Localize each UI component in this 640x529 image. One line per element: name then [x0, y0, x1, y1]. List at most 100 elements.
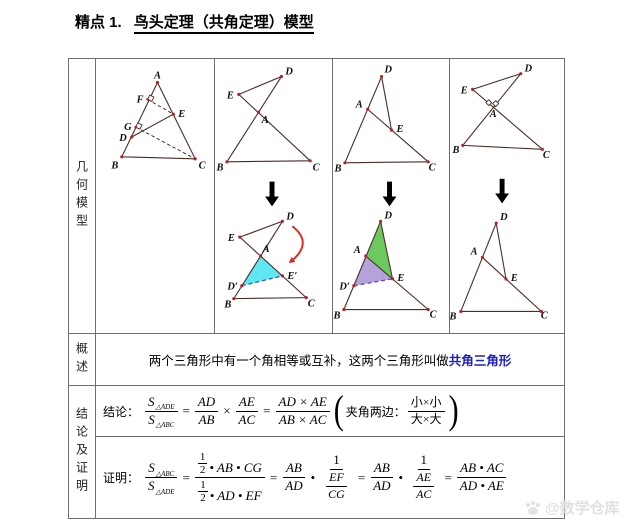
- big-paren-close: ): [448, 388, 459, 433]
- watermark-text: @数学仓库: [545, 500, 620, 517]
- small-times-small: 小×小: [407, 395, 445, 412]
- point-label-E-prime: E′: [286, 271, 297, 282]
- AC: AC: [416, 486, 432, 501]
- AE: AE: [235, 394, 258, 412]
- AB-times-AC: AB × AC: [278, 411, 327, 427]
- equals-sign: =: [269, 469, 278, 485]
- proof-row: 证明： S △ABC S △ADE = 1 2 • AB • CG 1 2 • AD…: [96, 437, 564, 518]
- AB-CG-product: • AB • CG: [209, 460, 262, 476]
- EF: EF: [326, 470, 347, 487]
- point-label-D: D: [499, 212, 508, 223]
- fraction-AE-AC: AE AC: [413, 470, 435, 502]
- AD: AD: [194, 394, 219, 412]
- point-label-B: B: [333, 164, 341, 175]
- equals-sign: =: [182, 403, 190, 418]
- point-label-D: D: [524, 64, 533, 75]
- overview-text-main: 两个三角形中有一个角相等或互补，这两个三角形叫做: [148, 354, 449, 368]
- AD-AE-product: AD • AE: [459, 478, 504, 493]
- subscript-ADE: △ADE: [155, 487, 175, 496]
- paw-icon: [525, 500, 541, 515]
- overview-highlight: 共角三角形: [448, 354, 512, 368]
- fraction-area-ratio: S △ABC S △ADE: [145, 460, 178, 496]
- vertex-dots-bottom: [459, 221, 543, 314]
- point-label-D: D: [384, 210, 393, 221]
- AD: AD: [285, 478, 303, 493]
- point-label-E: E: [396, 273, 404, 284]
- point-label-B: B: [215, 163, 223, 174]
- fraction-AB-AD: AB AD: [282, 460, 305, 494]
- conclusion-row: 结论： S △ADE S △ABC = AD AB × AE AC = AD × A…: [96, 386, 564, 437]
- fraction-note: 小×小 大×大: [407, 395, 445, 427]
- big-times-big: 大×大: [410, 411, 442, 426]
- rotation-arrow-red: [288, 225, 304, 264]
- point-label-C: C: [313, 163, 321, 174]
- vertex-dots-bottom: [342, 219, 430, 312]
- vertex-dots: [461, 72, 544, 151]
- point-label-C: C: [430, 309, 438, 320]
- subscript-ABC: △ABC: [155, 421, 175, 430]
- diagram-cell-1: A B C D E F G: [96, 59, 215, 334]
- point-label-E: E: [460, 85, 468, 96]
- dashed-line-DpEp: [241, 275, 283, 287]
- vertex-dots-bottom: [232, 219, 308, 301]
- AB: AB: [370, 460, 393, 478]
- diagram-4-vertical-angles: D E A B C D A E B: [450, 64, 550, 323]
- two: 2: [200, 492, 206, 505]
- row-label-geometry-model: 几何模型: [69, 59, 96, 334]
- point-label-D: D: [285, 211, 294, 222]
- CG: CG: [328, 486, 345, 501]
- half-fraction: 1 2: [198, 479, 208, 504]
- point-label-F: F: [136, 94, 144, 105]
- AC: AC: [238, 411, 256, 427]
- point-label-A: A: [261, 115, 269, 126]
- fraction-AB-AD: AB AD: [370, 460, 393, 494]
- equals-sign: =: [444, 469, 452, 485]
- S: S: [148, 393, 155, 409]
- half-fraction: 1 2: [197, 451, 208, 476]
- figure-lines: [344, 76, 429, 164]
- point-label-C: C: [199, 161, 207, 172]
- figure-lines-bottom: [460, 222, 542, 313]
- point-label-C: C: [429, 163, 437, 174]
- S: S: [148, 411, 155, 427]
- point-label-B: B: [451, 145, 459, 156]
- point-label-A: A: [262, 244, 270, 255]
- subscript-ADE: △ADE: [155, 403, 175, 412]
- point-label-C: C: [308, 299, 316, 310]
- equals-sign: =: [357, 469, 366, 485]
- AE: AE: [413, 470, 435, 487]
- AD-EF-product: • AD • EF: [209, 488, 262, 504]
- angle-marker-left: [485, 99, 493, 107]
- point-label-B: B: [223, 300, 231, 311]
- subscript-ABC: △ABC: [155, 469, 175, 478]
- shaded-triangle-green: [365, 221, 393, 279]
- times-sign: ×: [223, 403, 231, 418]
- right-angle-marker-G: [135, 122, 143, 130]
- point-label-B: B: [110, 161, 118, 172]
- down-arrow-icon: [382, 181, 397, 207]
- big-paren-open: (: [333, 388, 344, 433]
- AB-AC-product: AB • AC: [457, 460, 507, 478]
- point-label-E: E: [510, 273, 518, 284]
- point-label-D: D: [384, 65, 393, 76]
- model-table: 几何模型 概述 结论及证明 A B C: [68, 58, 565, 519]
- equals-sign: =: [263, 403, 271, 418]
- point-label-E: E: [177, 109, 185, 120]
- fraction-area-ratio: S △ADE S △ABC: [145, 393, 178, 430]
- point-label-D-prime: D′: [226, 282, 238, 293]
- down-arrow-icon: [265, 181, 279, 207]
- title-main-underlined: 鸟头定理（共角定理）模型: [133, 14, 314, 34]
- fraction-AE-AC: AE AC: [235, 394, 259, 428]
- vertex-dots: [343, 74, 430, 165]
- AB: AB: [198, 411, 215, 427]
- two: 2: [199, 463, 206, 476]
- AD-times-AE: AD × AE: [275, 394, 330, 412]
- AB: AB: [282, 460, 305, 478]
- one: 1: [198, 479, 208, 493]
- triangle-lines: [121, 82, 196, 160]
- point-label-C: C: [541, 310, 548, 321]
- angle-marker-right: [492, 100, 500, 108]
- down-arrow-icon: [495, 178, 509, 204]
- row-label-conclusion-proof: 结论及证明: [69, 386, 96, 518]
- vertex-dots: [120, 80, 197, 161]
